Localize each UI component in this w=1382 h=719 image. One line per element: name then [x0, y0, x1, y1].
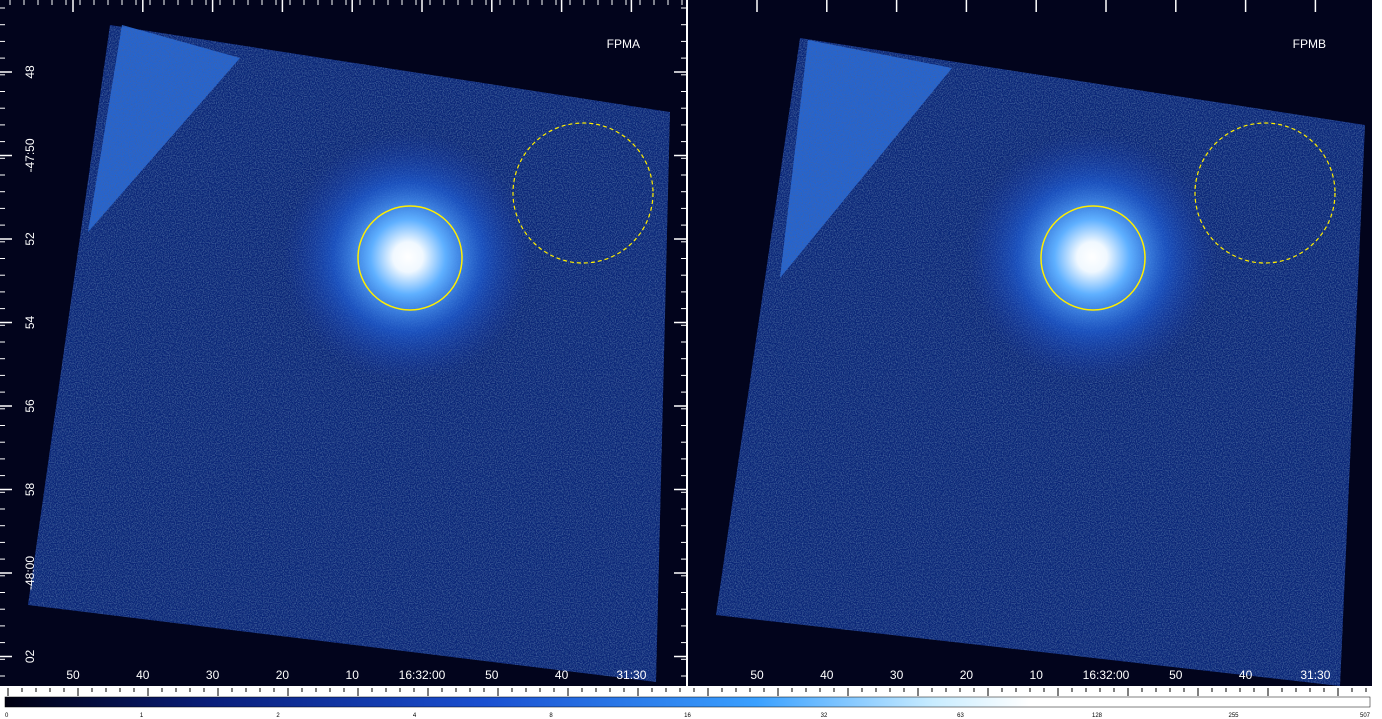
y-tick-label: 54 [23, 316, 37, 330]
x-tick-label: 10 [346, 668, 360, 682]
colorbar-tick-label: 2 [276, 713, 280, 719]
x-tick-label: 50 [1169, 668, 1183, 682]
y-tick-label: 56 [23, 399, 37, 413]
colorbar-tick-label: 1 [140, 713, 144, 719]
x-tick-label: 16:32:00 [1083, 668, 1130, 682]
y-tick-label: 48 [23, 65, 37, 79]
panel-fpma: FPMA 48 -47:50 52 54 56 58 -48:00 02 50 40 30 20 10 1… [0, 0, 686, 686]
colorbar-tick-label: 128 [1092, 713, 1103, 719]
panel-fpmb: FPMB 48-47:5052545658-48:000250403020101… [688, 0, 1382, 686]
x-tick-label: 40 [1239, 668, 1253, 682]
x-tick-label: 40 [820, 668, 834, 682]
source-glow [283, 132, 533, 382]
colorbar-tick-label: 255 [1228, 713, 1239, 719]
y-tick-label: -48:00 [23, 556, 37, 590]
y-tick-label: 52 [23, 232, 37, 246]
x-tick-label: 31:30 [1300, 668, 1330, 682]
y-tick-label: 02 [23, 650, 37, 664]
x-tick-label: 50 [66, 668, 80, 682]
x-tick-label: 31:30 [616, 668, 646, 682]
x-tick-label: 20 [276, 668, 290, 682]
x-tick-label: 40 [555, 668, 569, 682]
colorbar-tick-label: 16 [684, 713, 691, 719]
colorbar-tick-label: 507 [1360, 713, 1371, 719]
x-tick-label: 20 [960, 668, 974, 682]
y-tick-label: 58 [23, 483, 37, 497]
x-tick-label: 30 [206, 668, 220, 682]
source-glow [967, 132, 1217, 382]
x-tick-label: 10 [1030, 668, 1044, 682]
panel-label: FPMA [607, 37, 640, 51]
colorbar-tick-label: 0 [5, 713, 9, 719]
x-tick-label: 40 [136, 668, 150, 682]
panel-label: FPMB [1293, 37, 1326, 51]
colorbar-tick-label: 63 [957, 713, 964, 719]
figure: FPMA 48-47:5052545658-48:000250403020101… [0, 0, 1382, 719]
y-tick-label: -47:50 [23, 138, 37, 172]
x-tick-label: 50 [750, 668, 764, 682]
colorbar [5, 697, 1370, 707]
x-tick-label: 16:32:00 [399, 668, 446, 682]
x-tick-label: 30 [890, 668, 904, 682]
colorbar-tick-label: 4 [413, 713, 417, 719]
colorbar-tick-label: 32 [821, 713, 828, 719]
colorbar-tick-label: 8 [549, 713, 553, 719]
x-tick-label: 50 [485, 668, 499, 682]
